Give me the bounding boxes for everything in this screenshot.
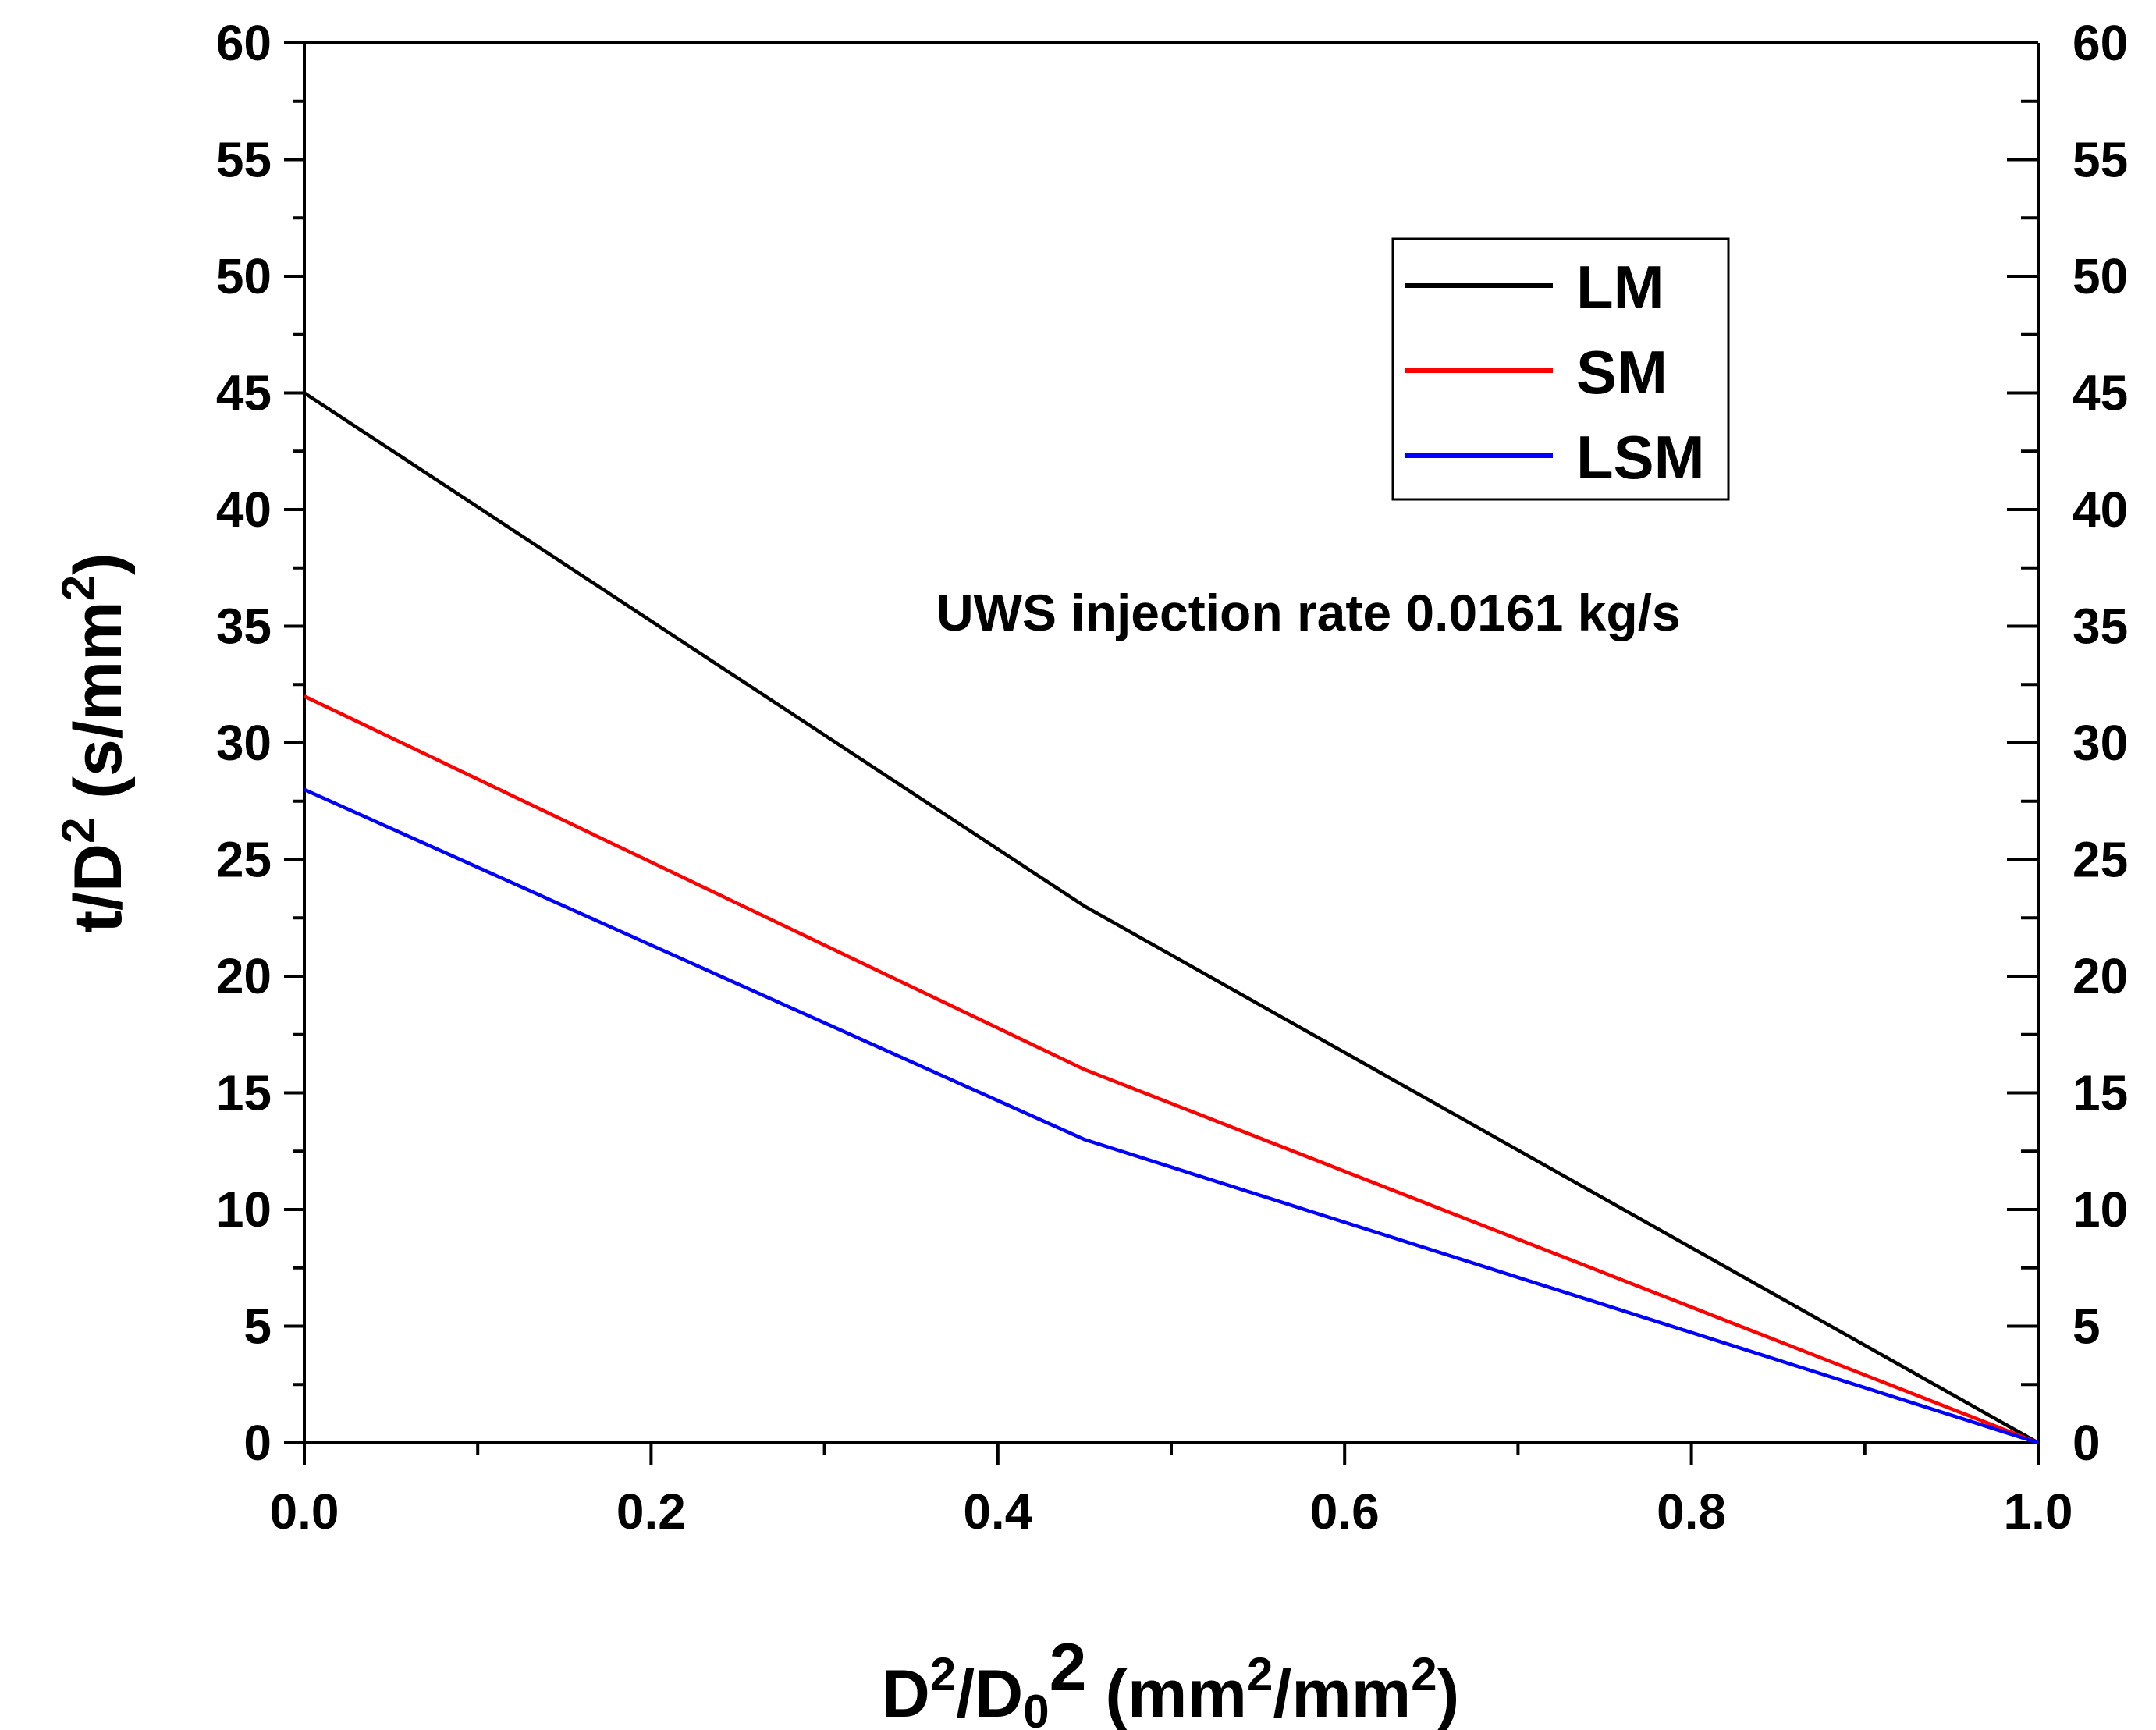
x-tick-label-0.0: 0.0 (270, 1483, 339, 1540)
y-tick-label-40: 40 (216, 481, 272, 538)
x-title-unit-open: (mm (1087, 1657, 1247, 1730)
y-tick-label-15: 15 (216, 1065, 272, 1121)
x-title-sub: 0 (1023, 1686, 1049, 1730)
y-axis-title: t/D2 (s/mm2) (52, 552, 136, 932)
x-title-unit-close: ) (1437, 1657, 1460, 1730)
right-y-tick-label-35: 35 (2073, 599, 2128, 655)
annotation-injection-rate: UWS injection rate 0.0161 kg/s (936, 584, 1681, 641)
x-ticks: 0.0 0.2 0.4 0.6 0.8 1.0 (270, 1443, 2073, 1540)
right-y-tick-label-50: 50 (2073, 248, 2128, 304)
x-title-unit-mid: /mm (1273, 1657, 1411, 1730)
y-tick-label-25: 25 (216, 832, 272, 888)
right-y-tick-label-55: 55 (2073, 132, 2128, 188)
x-title-sup1: 2 (930, 1648, 956, 1700)
right-y-tick-label-40: 40 (2073, 481, 2128, 538)
right-y-tick-label-20: 20 (2073, 948, 2128, 1004)
right-y-tick-label-45: 45 (2073, 365, 2128, 421)
series-line-sm (304, 694, 2039, 1445)
x-title-sup2: 2 (1050, 1630, 1087, 1705)
x-title-unit-sup1: 2 (1247, 1648, 1273, 1700)
y-tick-label-0: 0 (243, 1415, 272, 1471)
y-tick-label-50: 50 (216, 248, 272, 304)
plot-frame (303, 41, 2040, 1444)
legend-label-lm: LM (1576, 253, 1664, 321)
x-title-slash: /D (956, 1657, 1023, 1730)
y-tick-label-35: 35 (216, 599, 272, 655)
right-y-tick-label-25: 25 (2073, 832, 2128, 888)
right-y-ticks: 0 5 10 15 20 25 30 35 40 45 50 55 60 (2007, 15, 2128, 1471)
y-tick-label-60: 60 (216, 15, 272, 71)
x-tick-label-0.2: 0.2 (616, 1483, 686, 1540)
y-tick-label-10: 10 (216, 1181, 272, 1238)
series-line-lsm (304, 787, 2039, 1445)
x-title-main: D (882, 1657, 930, 1730)
y-title-main: t/D (61, 844, 136, 933)
legend: LM SM LSM (1391, 237, 1730, 501)
x-tick-label-0.8: 0.8 (1657, 1483, 1726, 1540)
right-y-tick-label-10: 10 (2073, 1181, 2128, 1238)
y-tick-label-20: 20 (216, 948, 272, 1004)
y-title-unit-sup: 2 (52, 575, 105, 601)
series-line-lm (303, 391, 2040, 1444)
y-title-unit-open: (s/mm (61, 601, 136, 817)
series-lines (303, 391, 2040, 1445)
y-title-sup1: 2 (52, 818, 105, 844)
x-tick-label-0.6: 0.6 (1310, 1483, 1380, 1540)
legend-label-lsm: LSM (1576, 423, 1705, 492)
y-tick-label-30: 30 (216, 715, 272, 771)
right-y-tick-label-30: 30 (2073, 715, 2128, 771)
x-tick-label-1.0: 1.0 (2004, 1483, 2073, 1540)
x-tick-label-0.4: 0.4 (963, 1483, 1032, 1540)
legend-label-sm: SM (1576, 338, 1668, 407)
left-y-ticks: 0 5 10 15 20 25 30 35 40 45 50 55 60 (216, 15, 304, 1471)
y-tick-label-5: 5 (243, 1298, 272, 1355)
right-y-tick-label-0: 0 (2073, 1415, 2101, 1471)
y-tick-label-55: 55 (216, 132, 272, 188)
x-axis-title: D2/D02 (mm2/mm2) (882, 1630, 1459, 1730)
right-y-tick-label-15: 15 (2073, 1065, 2128, 1121)
y-title-unit-close: ) (61, 552, 136, 575)
right-y-tick-label-5: 5 (2073, 1298, 2101, 1355)
y-tick-label-45: 45 (216, 365, 272, 421)
right-y-tick-label-60: 60 (2073, 15, 2128, 71)
x-title-unit-sup2: 2 (1411, 1648, 1437, 1700)
